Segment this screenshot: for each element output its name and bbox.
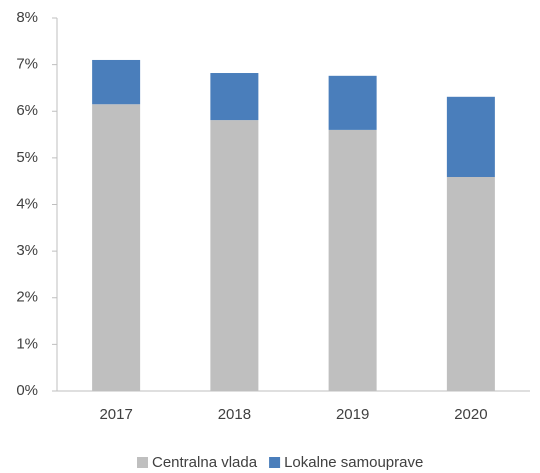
y-tick-label: 2% bbox=[16, 289, 38, 306]
x-tick-label: 2020 bbox=[454, 406, 487, 423]
y-tick-label: 0% bbox=[16, 382, 38, 399]
bar-segment bbox=[446, 176, 495, 391]
bar-segment bbox=[92, 104, 141, 391]
y-tick-label: 4% bbox=[16, 195, 38, 212]
y-tick-label: 7% bbox=[16, 56, 38, 73]
y-tick-label: 3% bbox=[16, 242, 38, 259]
y-tick-label: 5% bbox=[16, 149, 38, 166]
y-tick-label: 6% bbox=[16, 102, 38, 119]
bar-segment bbox=[210, 73, 259, 121]
legend-swatch bbox=[137, 457, 148, 468]
bar-segment bbox=[328, 129, 377, 391]
x-tick-label: 2019 bbox=[336, 406, 369, 423]
bar-segment bbox=[210, 120, 259, 391]
legend-swatch bbox=[269, 457, 281, 468]
y-tick-label: 1% bbox=[16, 335, 38, 352]
legend-label: Lokalne samouprave bbox=[284, 454, 423, 471]
bar-segment bbox=[92, 59, 141, 105]
x-tick-label: 2017 bbox=[99, 406, 132, 423]
y-tick-label: 8% bbox=[16, 9, 38, 26]
legend-label: Centralna vlada bbox=[152, 454, 258, 471]
bar-segment bbox=[328, 75, 377, 130]
x-tick-label: 2018 bbox=[218, 406, 251, 423]
bar-segment bbox=[446, 96, 495, 177]
